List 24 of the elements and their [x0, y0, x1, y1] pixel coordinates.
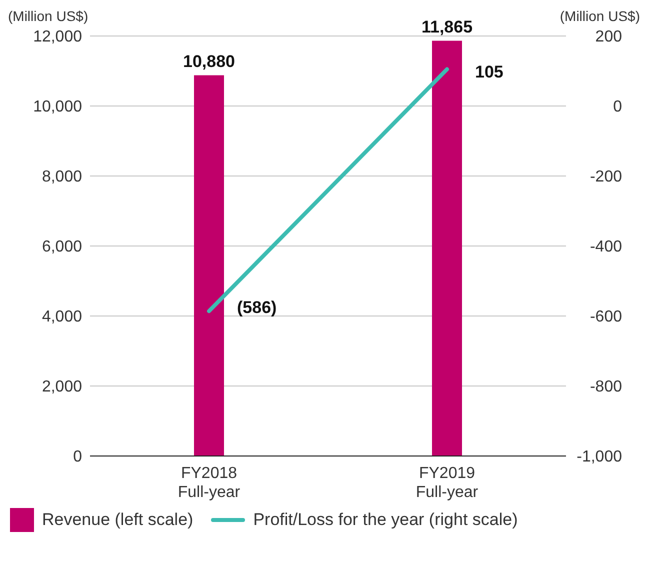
data-label: (586)	[237, 298, 277, 318]
data-label: 10,880	[183, 52, 235, 72]
y-tick-label: 8,000	[42, 168, 82, 186]
y-tick-label: 2,000	[42, 378, 82, 396]
y-tick-label: 4,000	[42, 308, 82, 326]
y2-tick-label: -1,000	[576, 448, 622, 466]
y2-tick-label: 0	[613, 98, 622, 116]
y-tick-label: 12,000	[33, 28, 82, 46]
data-label: 105	[475, 62, 504, 82]
x-tick-label: FY2019 Full-year	[416, 465, 479, 501]
legend-label: Profit/Loss for the year (right scale)	[253, 510, 518, 530]
y-tick-label: 0	[73, 448, 82, 466]
y2-tick-label: -400	[590, 238, 622, 256]
y2-tick-label: -200	[590, 168, 622, 186]
legend-label: Revenue (left scale)	[42, 510, 194, 530]
y-tick-label: 10,000	[33, 98, 82, 116]
y2-tick-label: -600	[590, 308, 622, 326]
data-label: 11,865	[421, 18, 473, 37]
y-axis-title: (Million US$)	[8, 8, 88, 24]
y2-axis-title: (Million US$)	[560, 8, 640, 24]
y2-tick-label: 200	[595, 28, 622, 46]
y2-tick-label: -800	[590, 378, 622, 396]
y-tick-label: 6,000	[42, 238, 82, 256]
x-tick-label: FY2018 Full-year	[178, 465, 241, 501]
